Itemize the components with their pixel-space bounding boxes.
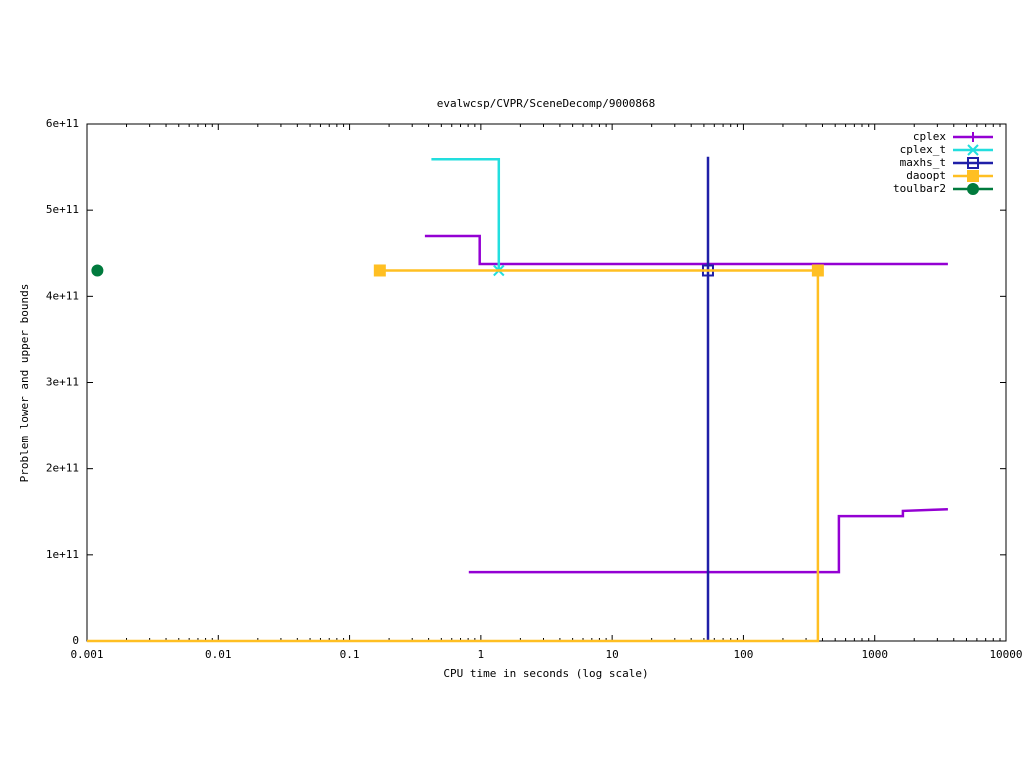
marker bbox=[967, 170, 979, 182]
series-line bbox=[431, 158, 501, 271]
y-tick-label: 3e+11 bbox=[46, 376, 79, 389]
series-line bbox=[87, 269, 820, 643]
legend-label: cplex_t bbox=[900, 143, 946, 156]
marker-shape bbox=[91, 264, 104, 277]
marker bbox=[373, 264, 386, 277]
legend-label: cplex bbox=[913, 130, 946, 143]
x-tick-label: 1000 bbox=[861, 648, 888, 661]
plot-frame bbox=[86, 123, 1007, 642]
x-tick-label: 10000 bbox=[989, 648, 1022, 661]
legend-label: toulbar2 bbox=[893, 182, 946, 195]
marker bbox=[91, 264, 104, 277]
y-tick-label: 2e+11 bbox=[46, 462, 79, 475]
y-tick-label: 1e+11 bbox=[46, 548, 79, 561]
legend-label: maxhs_t bbox=[900, 156, 946, 169]
y-tick-label: 0 bbox=[72, 634, 79, 647]
marker bbox=[967, 144, 979, 156]
series-line bbox=[424, 234, 948, 574]
y-tick-label: 5e+11 bbox=[46, 203, 79, 216]
marker-shape bbox=[967, 157, 979, 169]
marker-shape bbox=[811, 264, 824, 277]
x-tick-label: 0.01 bbox=[205, 648, 232, 661]
chart-title: evalwcsp/CVPR/SceneDecomp/9000868 bbox=[437, 97, 656, 110]
marker-shape bbox=[967, 183, 979, 195]
marker bbox=[967, 183, 979, 195]
marker bbox=[811, 264, 824, 277]
x-tick-label: 1 bbox=[478, 648, 485, 661]
marker bbox=[967, 157, 979, 169]
marker-shape bbox=[373, 264, 386, 277]
marker-shape bbox=[967, 170, 979, 182]
y-axis-label: Problem lower and upper bounds bbox=[18, 284, 31, 483]
marker-stroke bbox=[967, 144, 979, 156]
marker bbox=[968, 132, 978, 142]
x-tick-label: 0.001 bbox=[70, 648, 103, 661]
x-tick-label: 100 bbox=[733, 648, 753, 661]
x-axis-label: CPU time in seconds (log scale) bbox=[443, 667, 648, 680]
x-tick-label: 10 bbox=[606, 648, 619, 661]
y-tick-label: 6e+11 bbox=[46, 117, 79, 130]
y-tick-label: 4e+11 bbox=[46, 289, 79, 302]
legend-label: daoopt bbox=[906, 169, 946, 182]
x-tick-label: 0.1 bbox=[340, 648, 360, 661]
